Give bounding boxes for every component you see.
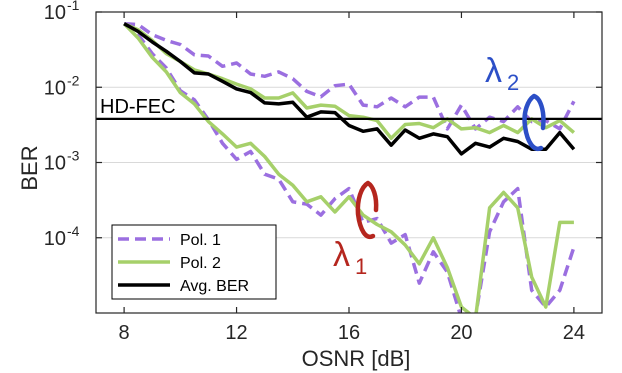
lambda-2-annotation: λ 2 [485, 52, 546, 152]
y-tick-label-1: 10 [44, 153, 66, 175]
lambda-2-ellipse-marker [522, 93, 546, 152]
x-tick-label-0: 8 [119, 322, 130, 344]
legend-label-pol2: Pol. 2 [180, 255, 221, 272]
lambda-2-symbol: λ [485, 52, 502, 90]
y-tick-label-0: 10 [44, 228, 66, 250]
series-pol-1-line-1 [123, 22, 576, 313]
y-axis-title: BER [17, 145, 42, 190]
y-tick-label-exponent-1: -3 [67, 148, 80, 164]
series-avg-ber-line-0 [123, 22, 576, 156]
y-tick-label-exponent-2: -2 [67, 72, 80, 88]
x-tick-label-3: 20 [450, 322, 472, 344]
y-tick-label-2: 10 [44, 77, 66, 99]
legend: Pol. 1 Pol. 2 Avg. BER [111, 224, 277, 300]
series-pol-2-line-1 [122, 22, 574, 313]
hd-fec-label: HD-FEC [100, 96, 176, 118]
y-tick-label-3: 10 [44, 2, 66, 24]
lambda-1-symbol: λ [333, 236, 350, 274]
x-tick-label-1: 12 [225, 322, 247, 344]
series-pol-2-line-0 [123, 22, 576, 141]
lambda-1-subscript: 1 [355, 254, 367, 279]
x-tick-label-2: 16 [338, 322, 360, 344]
x-tick-label-4: 24 [563, 322, 585, 344]
x-axis-title: OSNR [dB] [302, 346, 411, 371]
lambda-1-ellipse-marker [355, 180, 379, 240]
lambda-1-annotation: λ 1 [333, 180, 379, 279]
y-tick-label-exponent-0: -4 [67, 223, 80, 239]
y-tick-label-exponent-3: -1 [67, 0, 80, 13]
threshold-layer: HD-FEC [96, 96, 602, 120]
legend-label-pol1: Pol. 1 [180, 232, 221, 249]
lambda-2-subscript: 2 [507, 70, 519, 95]
series-layer [122, 21, 576, 313]
legend-label-avg-ber: Avg. BER [180, 278, 249, 295]
